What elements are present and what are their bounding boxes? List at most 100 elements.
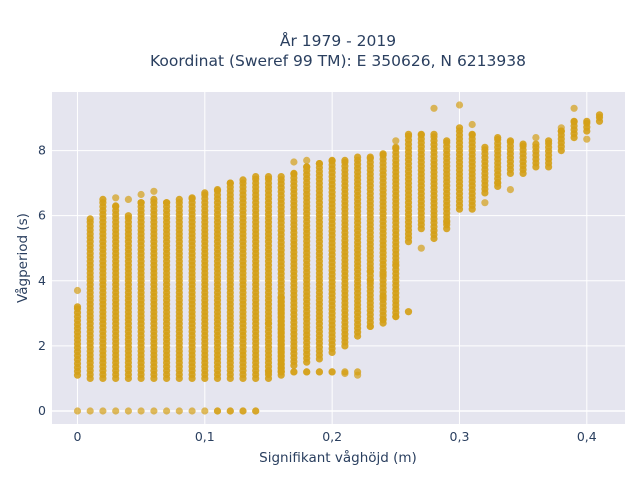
data-point <box>430 104 438 112</box>
chart-title-line2: Koordinat (Sweref 99 TM): E 350626, N 62… <box>150 52 526 70</box>
data-point <box>112 194 120 202</box>
data-point <box>137 407 145 415</box>
data-point <box>112 202 120 210</box>
data-point <box>379 150 387 158</box>
data-point <box>163 199 171 207</box>
data-point <box>494 179 502 187</box>
data-point <box>481 143 489 151</box>
x-tick-label: 0 <box>73 429 81 444</box>
data-point <box>379 293 387 301</box>
data-point <box>163 407 171 415</box>
data-point <box>277 293 285 301</box>
data-point <box>124 195 132 203</box>
data-point <box>277 173 285 181</box>
data-point <box>417 130 425 138</box>
data-point <box>86 407 94 415</box>
data-point <box>277 368 285 376</box>
data-point <box>264 319 273 327</box>
data-point <box>73 303 82 311</box>
x-tick-label: 0,4 <box>577 429 597 444</box>
y-tick-labels: 0 2 4 6 8 <box>38 143 46 418</box>
y-tick-label: 6 <box>38 208 46 223</box>
data-point <box>150 407 158 415</box>
data-point <box>417 244 425 252</box>
y-tick-label: 8 <box>38 143 46 158</box>
x-tick-label: 0,3 <box>450 429 470 444</box>
data-point <box>226 179 234 187</box>
plot-area <box>52 92 625 424</box>
data-point <box>315 368 323 376</box>
data-point <box>366 153 374 161</box>
data-point <box>354 153 362 161</box>
data-point <box>532 134 540 142</box>
data-point <box>404 308 413 316</box>
data-point <box>481 199 489 207</box>
data-point <box>557 124 565 132</box>
data-point <box>99 407 107 415</box>
data-point <box>392 137 400 145</box>
data-point <box>252 173 260 181</box>
data-point <box>264 173 273 181</box>
data-point <box>73 407 82 415</box>
y-axis-label: Vågperiod (s) <box>14 213 31 303</box>
data-point <box>366 267 374 275</box>
data-point <box>124 407 132 415</box>
data-point <box>354 368 362 376</box>
data-point <box>341 156 349 164</box>
data-point <box>379 316 387 324</box>
data-point <box>545 137 553 145</box>
data-point <box>201 189 209 197</box>
x-tick-labels: 0 0,1 0,2 0,3 0,4 <box>73 429 596 444</box>
data-point <box>137 199 145 207</box>
data-point <box>99 195 107 203</box>
data-point <box>175 407 183 415</box>
data-point <box>315 160 323 168</box>
data-point <box>124 212 132 220</box>
data-point <box>519 140 527 148</box>
x-tick-label: 0,2 <box>322 429 342 444</box>
data-point <box>252 407 260 415</box>
data-point <box>137 190 145 199</box>
data-point <box>328 368 336 376</box>
data-point <box>341 368 349 376</box>
data-point <box>239 407 247 415</box>
x-axis-label: Signifikant våghöjd (m) <box>259 449 417 466</box>
data-point <box>366 277 374 285</box>
data-point <box>443 137 451 145</box>
data-point <box>303 368 311 376</box>
data-point <box>226 407 234 415</box>
data-point <box>239 176 247 184</box>
data-point <box>455 101 464 109</box>
data-point <box>468 120 476 129</box>
data-point <box>328 156 336 164</box>
y-tick-label: 0 <box>38 403 46 418</box>
data-point <box>583 135 591 143</box>
data-point <box>303 163 311 171</box>
data-point <box>188 407 196 415</box>
data-point <box>264 368 273 376</box>
data-point <box>583 117 591 125</box>
data-points <box>73 101 604 415</box>
data-point <box>86 215 94 223</box>
data-point <box>366 322 374 330</box>
data-point <box>430 130 438 138</box>
data-point <box>201 407 209 415</box>
data-point <box>150 187 158 195</box>
data-point <box>392 313 400 321</box>
data-point <box>73 286 82 295</box>
data-point <box>175 195 183 203</box>
data-point <box>150 195 158 203</box>
data-point <box>506 137 514 145</box>
data-point <box>112 407 120 415</box>
data-point <box>290 368 298 376</box>
data-point <box>506 186 514 194</box>
data-point <box>188 194 196 202</box>
data-point <box>570 117 578 125</box>
data-point <box>595 111 604 119</box>
data-point <box>532 140 540 148</box>
data-point <box>213 186 222 194</box>
data-point <box>404 130 413 138</box>
data-point <box>570 104 578 112</box>
x-tick-label: 0,1 <box>195 429 215 444</box>
